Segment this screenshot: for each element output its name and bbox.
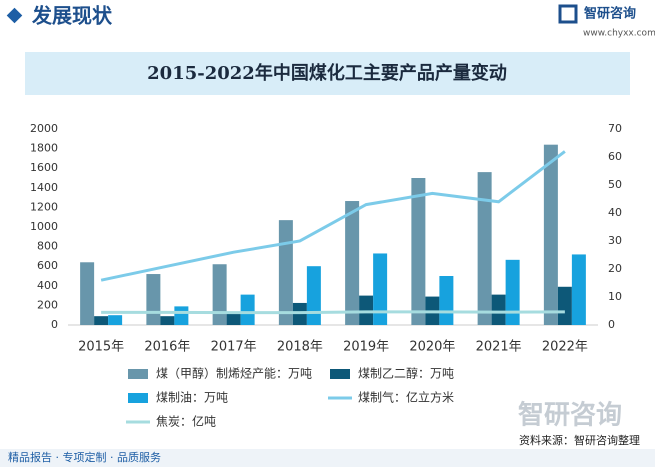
footer-slogan: 精品报告 · 专项定制 · 品质服务 bbox=[8, 450, 161, 464]
y-tick-label: 400 bbox=[37, 279, 58, 292]
line-series bbox=[101, 310, 565, 315]
bar bbox=[359, 295, 374, 325]
legend-label: 煤制气：亿立方米 bbox=[358, 390, 454, 405]
y-tick-label: 1400 bbox=[30, 181, 58, 194]
y-tick-label: 1000 bbox=[30, 220, 58, 233]
logo-text: 智研咨询 bbox=[584, 6, 636, 22]
y-tick-label: 1200 bbox=[30, 200, 58, 213]
bar bbox=[439, 276, 454, 325]
y2-tick-label: 50 bbox=[608, 178, 622, 191]
logo-url: www.chyxx.com bbox=[583, 29, 655, 39]
y-tick-label: 800 bbox=[37, 240, 58, 253]
bar bbox=[240, 294, 255, 325]
legend-swatch bbox=[128, 393, 148, 403]
bar bbox=[477, 172, 492, 325]
y-tick-label: 0 bbox=[51, 318, 58, 331]
bar bbox=[373, 253, 388, 325]
y-tick-label: 2000 bbox=[30, 122, 58, 135]
x-tick-label: 2021年 bbox=[476, 340, 522, 355]
x-tick-label: 2018年 bbox=[277, 340, 323, 355]
footer-band bbox=[0, 449, 655, 467]
x-tick-label: 2015年 bbox=[78, 340, 124, 355]
bar bbox=[505, 259, 520, 325]
chart-title: 2015-2022年中国煤化工主要产品产量变动 bbox=[147, 62, 507, 84]
legend-label: 焦炭：亿吨 bbox=[156, 414, 216, 429]
title-band bbox=[25, 52, 630, 95]
line-series bbox=[100, 150, 566, 282]
bar bbox=[146, 274, 161, 325]
y2-tick-label: 40 bbox=[608, 206, 622, 219]
bar bbox=[411, 178, 426, 325]
y-tick-label: 600 bbox=[37, 259, 58, 272]
legend-label: 煤制乙二醇：万吨 bbox=[358, 366, 454, 381]
bar bbox=[557, 286, 572, 325]
bar bbox=[94, 316, 109, 325]
logo-icon bbox=[558, 4, 578, 24]
header-title: 发展现状 bbox=[31, 4, 113, 28]
y2-tick-label: 10 bbox=[608, 290, 622, 303]
bar bbox=[306, 266, 321, 325]
x-tick-label: 2022年 bbox=[542, 340, 588, 355]
y-tick-label: 1800 bbox=[30, 142, 58, 155]
y2-tick-label: 60 bbox=[608, 150, 622, 163]
bar bbox=[491, 294, 506, 325]
chart: 0 200 400 600 800 1000 1200 1400 1600 1800 2000 0 10… bbox=[30, 122, 622, 429]
bar bbox=[571, 254, 586, 325]
bar bbox=[543, 144, 558, 325]
watermark-logo: 智研咨询 bbox=[518, 400, 622, 431]
bar bbox=[174, 306, 189, 325]
bar bbox=[80, 262, 95, 325]
source-note: 资料来源：智研咨询整理 bbox=[519, 433, 640, 447]
y-tick-label: 200 bbox=[37, 298, 58, 311]
y-tick-label: 1600 bbox=[30, 161, 58, 174]
bar bbox=[212, 264, 227, 325]
x-tick-label: 2020年 bbox=[409, 340, 455, 355]
y2-tick-label: 0 bbox=[608, 318, 615, 331]
legend-label: 煤制油：万吨 bbox=[156, 391, 228, 405]
legend-label: 煤（甲醇）制烯烃产能：万吨 bbox=[156, 366, 312, 381]
bar bbox=[226, 313, 241, 325]
x-tick-label: 2016年 bbox=[144, 340, 190, 355]
bar bbox=[108, 315, 123, 325]
legend-swatch bbox=[128, 369, 148, 379]
y2-tick-label: 30 bbox=[608, 234, 622, 247]
x-tick-label: 2019年 bbox=[343, 340, 389, 355]
y2-tick-label: 20 bbox=[608, 262, 622, 275]
y2-tick-label: 70 bbox=[608, 122, 622, 135]
x-tick-label: 2017年 bbox=[211, 340, 257, 355]
bar bbox=[278, 220, 293, 325]
bar bbox=[160, 316, 175, 325]
legend-swatch bbox=[330, 369, 350, 379]
bar bbox=[345, 201, 360, 325]
